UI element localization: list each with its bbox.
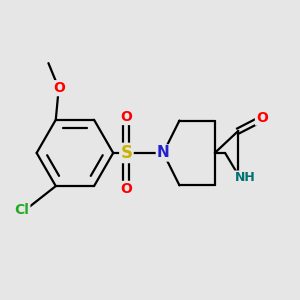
Text: NH: NH bbox=[234, 172, 255, 184]
Text: O: O bbox=[53, 81, 65, 95]
Text: S: S bbox=[120, 144, 132, 162]
Text: N: N bbox=[157, 146, 169, 160]
Text: Cl: Cl bbox=[14, 203, 29, 218]
Text: O: O bbox=[121, 182, 132, 196]
Text: O: O bbox=[121, 110, 132, 124]
Text: O: O bbox=[256, 111, 268, 124]
